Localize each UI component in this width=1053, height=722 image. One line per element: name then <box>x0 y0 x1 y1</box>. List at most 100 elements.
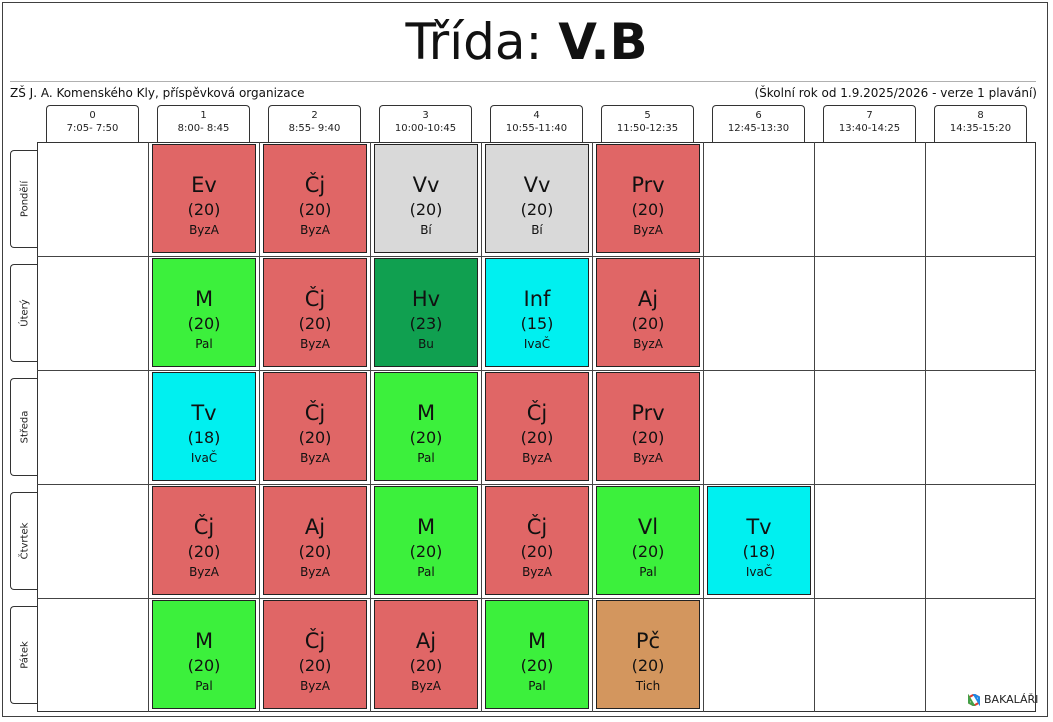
period-header-2: 2 8:55- 9:40 <box>268 105 361 142</box>
lesson-subject: M <box>416 401 436 425</box>
lesson-subject: Čj <box>304 287 326 311</box>
lesson-cell[interactable]: Tv (18) IvaČ <box>152 372 256 481</box>
lesson-subject: Aj <box>415 629 437 653</box>
period-number: 1 <box>200 110 207 121</box>
lesson-cell[interactable]: Aj (20) ByzA <box>596 258 700 367</box>
school-year: (Školní rok od 1.9.2025/2026 - verze 1 p… <box>754 86 1037 100</box>
lesson-subject: Hv <box>411 287 441 311</box>
day-label: Úterý <box>10 264 38 362</box>
lesson-group: (20) <box>631 314 665 333</box>
lesson-cell[interactable]: Aj (20) ByzA <box>263 486 367 595</box>
lesson-teacher: Pal <box>417 565 435 579</box>
grid-hline <box>37 484 1036 485</box>
lesson-subject: Čj <box>304 629 326 653</box>
grid-vline <box>592 142 593 712</box>
day-name: Pondělí <box>19 180 30 218</box>
period-number: 2 <box>311 110 318 121</box>
lesson-cell[interactable]: M (20) Pal <box>374 486 478 595</box>
period-time: 11:50-12:35 <box>616 123 679 134</box>
lesson-subject: Čj <box>304 173 326 197</box>
grid-vline <box>148 142 149 712</box>
lesson-subject: Čj <box>304 401 326 425</box>
lesson-group: (20) <box>631 428 665 447</box>
lesson-cell[interactable]: Inf (15) IvaČ <box>485 258 589 367</box>
period-number: 6 <box>755 110 762 121</box>
period-number: 3 <box>422 110 429 121</box>
lesson-subject: Vv <box>412 173 440 197</box>
grid-vline <box>925 142 926 712</box>
period-time: 10:55-11:40 <box>505 123 568 134</box>
lesson-cell[interactable]: M (20) Pal <box>152 258 256 367</box>
lesson-teacher: Bu <box>418 337 434 351</box>
grid-hline <box>37 256 1036 257</box>
grid-vline <box>259 142 260 712</box>
lesson-teacher: Bí <box>531 223 543 237</box>
lesson-subject: Čj <box>193 515 215 539</box>
lesson-cell[interactable]: Aj (20) ByzA <box>374 600 478 709</box>
lesson-subject: Aj <box>304 515 326 539</box>
lesson-teacher: IvaČ <box>745 565 773 579</box>
lesson-group: (20) <box>409 428 443 447</box>
period-header-1: 1 8:00- 8:45 <box>157 105 250 142</box>
lesson-cell[interactable]: Hv (23) Bu <box>374 258 478 367</box>
lesson-subject: Tv <box>746 515 772 539</box>
lesson-group: (23) <box>409 314 443 333</box>
lesson-cell[interactable]: Vv (20) Bí <box>374 144 478 253</box>
lesson-teacher: Pal <box>639 565 657 579</box>
lesson-cell[interactable]: Čj (20) ByzA <box>263 144 367 253</box>
lesson-cell[interactable]: Čj (20) ByzA <box>485 486 589 595</box>
lesson-cell[interactable]: Vl (20) Pal <box>596 486 700 595</box>
period-header-7: 7 13:40-14:25 <box>823 105 916 142</box>
lesson-group: (20) <box>187 656 221 675</box>
lesson-cell[interactable]: M (20) Pal <box>374 372 478 481</box>
lesson-subject: M <box>527 629 547 653</box>
lesson-group: (20) <box>520 428 554 447</box>
period-number: 0 <box>89 110 96 121</box>
lesson-cell[interactable]: Čj (20) ByzA <box>485 372 589 481</box>
lesson-teacher: ByzA <box>189 223 219 237</box>
lesson-group: (20) <box>520 200 554 219</box>
lesson-subject: Vl <box>637 515 659 539</box>
lesson-cell[interactable]: Prv (20) ByzA <box>596 372 700 481</box>
period-number: 8 <box>977 110 984 121</box>
lesson-group: (20) <box>520 656 554 675</box>
lesson-teacher: Bí <box>420 223 432 237</box>
lesson-subject: Tv <box>191 401 217 425</box>
period-time: 7:05- 7:50 <box>66 123 119 134</box>
lesson-cell[interactable]: Tv (18) IvaČ <box>707 486 811 595</box>
grid-hline <box>37 370 1036 371</box>
timetable-grid <box>37 142 1036 712</box>
lesson-group: (20) <box>409 542 443 561</box>
lesson-cell[interactable]: M (20) Pal <box>485 600 589 709</box>
lesson-teacher: IvaČ <box>190 451 218 465</box>
lesson-teacher: Tich <box>635 679 661 693</box>
lesson-cell[interactable]: Vv (20) Bí <box>485 144 589 253</box>
lesson-cell[interactable]: Čj (20) ByzA <box>263 372 367 481</box>
brand-label: BAKALÁŘI <box>984 693 1039 706</box>
lesson-group: (20) <box>298 314 332 333</box>
lesson-cell[interactable]: Čj (20) ByzA <box>263 258 367 367</box>
lesson-cell[interactable]: Ev (20) ByzA <box>152 144 256 253</box>
lesson-cell[interactable]: Prv (20) ByzA <box>596 144 700 253</box>
lesson-group: (20) <box>409 656 443 675</box>
title-prefix: Třída: <box>405 13 559 71</box>
lesson-cell[interactable]: Pč (20) Tich <box>596 600 700 709</box>
lesson-group: (20) <box>298 542 332 561</box>
lesson-cell[interactable]: M (20) Pal <box>152 600 256 709</box>
lesson-cell[interactable]: Čj (20) ByzA <box>152 486 256 595</box>
lesson-teacher: ByzA <box>300 337 330 351</box>
day-name: Pátek <box>19 641 30 669</box>
lesson-group: (20) <box>409 200 443 219</box>
lesson-group: (18) <box>187 428 221 447</box>
period-time: 8:00- 8:45 <box>177 123 230 134</box>
day-label: Středa <box>10 378 38 476</box>
lesson-group: (20) <box>631 542 665 561</box>
lesson-group: (20) <box>187 314 221 333</box>
lesson-cell[interactable]: Čj (20) ByzA <box>263 600 367 709</box>
day-label: Pátek <box>10 606 38 704</box>
lesson-group: (18) <box>742 542 776 561</box>
lesson-group: (20) <box>187 200 221 219</box>
lesson-group: (20) <box>631 656 665 675</box>
day-label: Pondělí <box>10 150 38 248</box>
grid-vline <box>703 142 704 712</box>
